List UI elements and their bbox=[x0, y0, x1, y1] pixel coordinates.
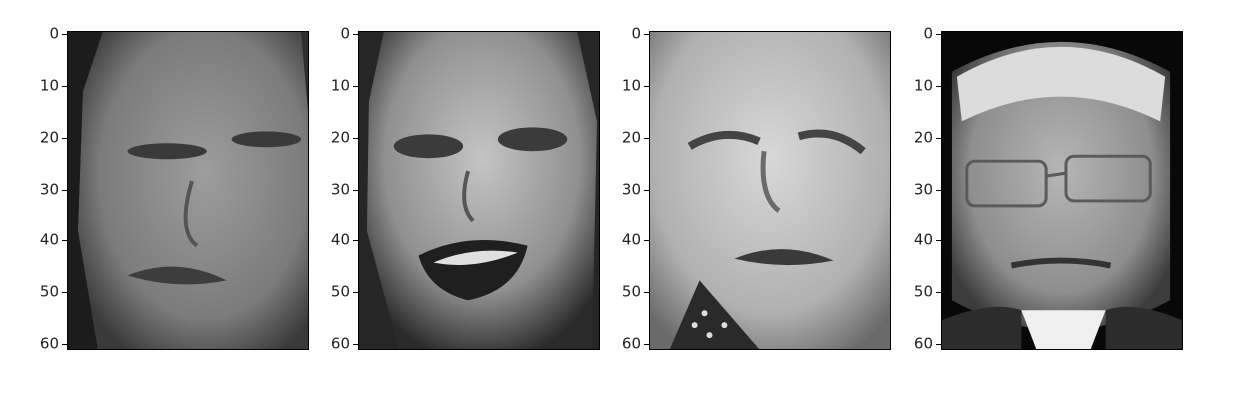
face-panel-3: 0 10 20 30 40 50 60 bbox=[649, 31, 891, 350]
face-image-3 bbox=[649, 31, 891, 350]
y-tick-label: 50 bbox=[331, 285, 350, 300]
y-tick-label: 0 bbox=[340, 27, 350, 42]
y-tick-label: 0 bbox=[923, 27, 933, 42]
y-tick-label: 0 bbox=[49, 27, 59, 42]
y-tick-label: 60 bbox=[914, 337, 933, 352]
face-panel-2: 0 10 20 30 40 50 60 bbox=[358, 31, 600, 350]
y-tick-label: 30 bbox=[331, 183, 350, 198]
y-tick-label: 20 bbox=[331, 131, 350, 146]
face-image-4 bbox=[941, 31, 1183, 350]
y-tick-label: 0 bbox=[631, 27, 641, 42]
y-tick-label: 30 bbox=[40, 183, 59, 198]
y-tick-label: 30 bbox=[622, 183, 641, 198]
y-tick-label: 40 bbox=[40, 233, 59, 248]
y-tick-label: 60 bbox=[40, 337, 59, 352]
y-tick-label: 20 bbox=[40, 131, 59, 146]
face-image-2 bbox=[358, 31, 600, 350]
y-tick-label: 10 bbox=[40, 79, 59, 94]
y-tick-label: 50 bbox=[914, 285, 933, 300]
y-tick-label: 50 bbox=[40, 285, 59, 300]
y-tick-label: 20 bbox=[914, 131, 933, 146]
face-image-1 bbox=[67, 31, 309, 350]
y-tick-label: 50 bbox=[622, 285, 641, 300]
y-tick-label: 10 bbox=[331, 79, 350, 94]
y-tick-label: 10 bbox=[914, 79, 933, 94]
y-tick-label: 60 bbox=[331, 337, 350, 352]
y-tick-label: 10 bbox=[622, 79, 641, 94]
y-tick-label: 60 bbox=[622, 337, 641, 352]
y-tick-label: 40 bbox=[622, 233, 641, 248]
y-tick-label: 30 bbox=[914, 183, 933, 198]
y-tick-label: 40 bbox=[331, 233, 350, 248]
face-panel-1: 0 10 20 30 40 50 60 bbox=[67, 31, 309, 350]
y-tick-label: 40 bbox=[914, 233, 933, 248]
y-tick-label: 20 bbox=[622, 131, 641, 146]
face-panel-4: 0 10 20 30 40 50 60 bbox=[941, 31, 1183, 350]
